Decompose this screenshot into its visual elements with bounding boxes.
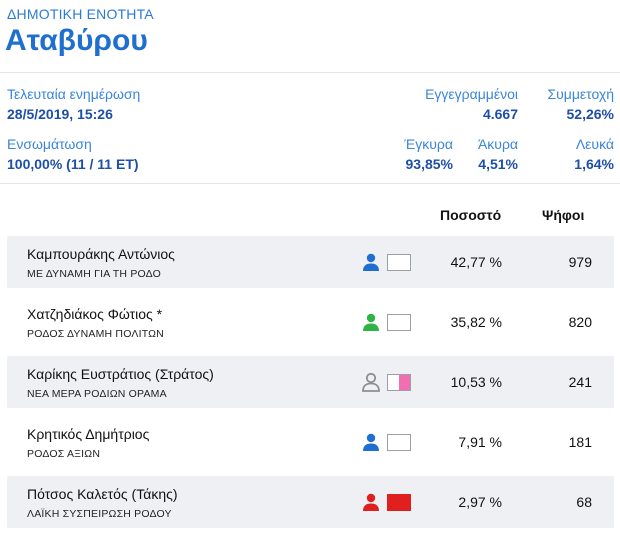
table-row[interactable]: Καμπουράκης Αντώνιος ΜΕ ΔΥΝΑΜΗ ΓΙΑ ΤΗ ΡΟΔ… bbox=[7, 236, 614, 288]
header-divider bbox=[0, 72, 620, 73]
party-color-swatch bbox=[387, 254, 411, 271]
table-row[interactable]: Πότσος Καλετός (Τάκης) ΛΑΪΚΗ ΣΥΣΠΕΙΡΩΣΗ Ρ… bbox=[7, 476, 614, 528]
vote-count: 181 bbox=[568, 434, 592, 450]
municipal-unit-subtitle: ΔΗΜΟΤΙΚΗ ΕΝΟΤΗΤΑ bbox=[7, 6, 154, 22]
table-row[interactable]: Καρίκης Ευστράτιος (Στράτος) ΝΕΑ ΜΕΡΑ ΡΟΔ… bbox=[7, 356, 614, 408]
party-color-swatch bbox=[387, 314, 411, 331]
candidate-name: Πότσος Καλετός (Τάκης) bbox=[27, 486, 178, 502]
vote-percentage: 2,97 % bbox=[458, 494, 502, 510]
party-name: ΝΕΑ ΜΕΡΑ ΡΟΔΙΩΝ ΟΡΑΜΑ bbox=[27, 388, 167, 400]
candidate-name: Κρητικός Δημήτριος bbox=[27, 426, 150, 442]
registered-label: Εγγεγραμμένοι bbox=[425, 86, 518, 102]
blank-value: 1,64% bbox=[574, 156, 614, 172]
vote-percentage: 10,53 % bbox=[450, 374, 502, 390]
table-row[interactable]: Κρητικός Δημήτριος ΡΟΔΟΣ ΑΞΙΩΝ 7,91 % 181 bbox=[7, 416, 614, 468]
vote-percentage: 35,82 % bbox=[450, 314, 502, 330]
stats-divider bbox=[0, 183, 620, 184]
party-name: ΜΕ ΔΥΝΑΜΗ ΓΙΑ ΤΗ ΡΟΔΟ bbox=[27, 268, 162, 280]
party-name: ΡΟΔΟΣ ΔΥΝΑΜΗ ΠΟΛΙΤΩΝ bbox=[27, 328, 164, 340]
vote-count: 820 bbox=[568, 314, 592, 330]
column-header-percent: Ποσοστό bbox=[440, 207, 502, 223]
party-color-swatch bbox=[387, 374, 411, 391]
person-icon bbox=[363, 253, 379, 271]
vote-count: 68 bbox=[576, 494, 592, 510]
party-name: ΡΟΔΟΣ ΑΞΙΩΝ bbox=[27, 448, 101, 460]
party-name: ΛΑΪΚΗ ΣΥΣΠΕΙΡΩΣΗ ΡΟΔΟΥ bbox=[27, 508, 172, 520]
candidate-name: Καρίκης Ευστράτιος (Στράτος) bbox=[27, 366, 214, 382]
person-icon bbox=[363, 313, 379, 331]
vote-percentage: 7,91 % bbox=[458, 434, 502, 450]
last-update-value: 28/5/2019, 15:26 bbox=[7, 106, 113, 122]
column-header-votes: Ψήφοι bbox=[542, 207, 585, 223]
party-color-swatch bbox=[387, 434, 411, 451]
candidate-name: Χατζηδιάκος Φώτιος * bbox=[27, 306, 163, 322]
vote-percentage: 42,77 % bbox=[450, 254, 502, 270]
registered-value: 4.667 bbox=[482, 106, 518, 122]
page-title: Αταβύρου bbox=[5, 24, 148, 57]
party-color-swatch bbox=[387, 494, 411, 511]
candidate-name: Καμπουράκης Αντώνιος bbox=[27, 246, 175, 262]
person-icon bbox=[363, 493, 379, 511]
table-row[interactable]: Χατζηδιάκος Φώτιος * ΡΟΔΟΣ ΔΥΝΑΜΗ ΠΟΛΙΤΩΝ… bbox=[7, 296, 614, 348]
person-icon bbox=[363, 433, 379, 451]
turnout-label: Συμμετοχή bbox=[547, 86, 614, 102]
integration-label: Ενσωμάτωση bbox=[7, 136, 92, 152]
valid-label: Έγκυρα bbox=[404, 136, 453, 152]
vote-count: 241 bbox=[568, 374, 592, 390]
blank-label: Λευκά bbox=[575, 136, 614, 152]
person-icon bbox=[362, 372, 380, 392]
turnout-value: 52,26% bbox=[566, 106, 614, 122]
valid-value: 93,85% bbox=[405, 156, 453, 172]
integration-value: 100,00% (11 / 11 ΕΤ) bbox=[7, 156, 139, 172]
vote-count: 979 bbox=[568, 254, 592, 270]
last-update-label: Τελευταία ενημέρωση bbox=[7, 86, 141, 102]
invalid-label: Άκυρα bbox=[477, 136, 518, 152]
invalid-value: 4,51% bbox=[478, 156, 518, 172]
